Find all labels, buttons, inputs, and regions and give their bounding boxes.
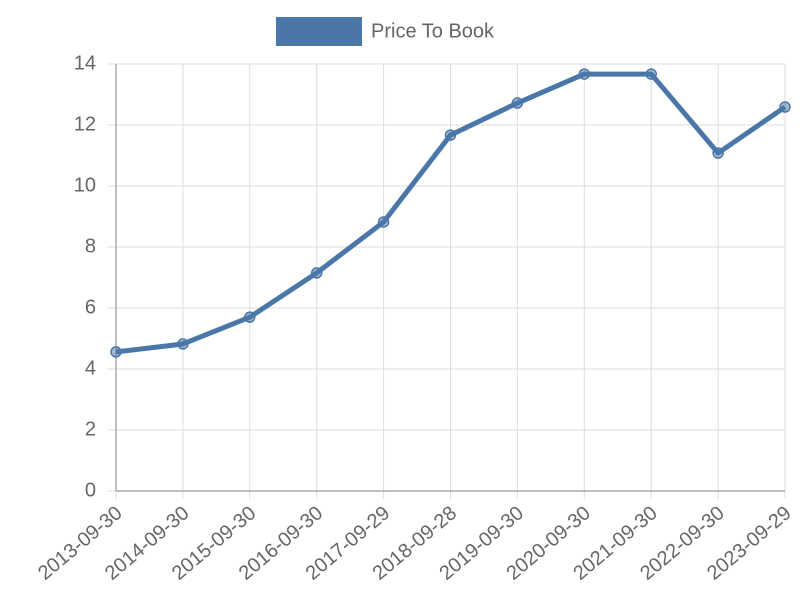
- point: [110, 346, 122, 358]
- point: [645, 68, 657, 80]
- point: [779, 101, 791, 113]
- y-tick-label: 0: [85, 479, 96, 501]
- y-tick-label: 14: [74, 52, 96, 74]
- y-tick-label: 2: [85, 418, 96, 440]
- point: [377, 216, 390, 228]
- point: [578, 68, 591, 80]
- point: [310, 267, 323, 279]
- y-tick-label: 10: [74, 174, 96, 196]
- legend-swatch: [276, 17, 362, 46]
- point: [177, 338, 189, 350]
- legend-label: Price To Book: [371, 20, 495, 42]
- point: [244, 311, 256, 323]
- point: [511, 97, 524, 109]
- y-tick-label: 8: [85, 235, 96, 257]
- y-tick-label: 4: [85, 357, 96, 379]
- y-tick-label: 6: [85, 296, 96, 318]
- point: [712, 147, 724, 159]
- y-tick-label: 12: [74, 113, 96, 135]
- point: [444, 129, 457, 141]
